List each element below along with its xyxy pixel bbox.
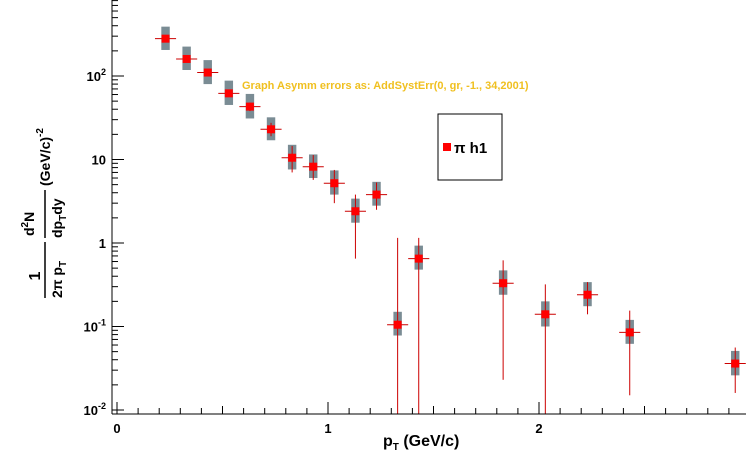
data-point: [583, 290, 592, 299]
data-point: [224, 89, 233, 98]
tick-labels: 0 1 2 10-2 10-1 1 10 102: [84, 67, 543, 436]
annotation-text: Graph Asymm errors as: AddSystErr(0, gr,…: [242, 80, 529, 92]
data-point: [414, 254, 423, 263]
x-tick-label: 0: [113, 421, 120, 436]
data-point: [309, 162, 318, 171]
svg-text:dpTdy: dpTdy: [49, 198, 69, 238]
ticks: [112, 0, 730, 414]
legend: π h1: [437, 113, 503, 181]
x-tick-label: 1: [324, 421, 331, 436]
data-point: [541, 310, 550, 319]
svg-text:2π pT: 2π pT: [49, 261, 69, 298]
statistical-error-bars: [154, 36, 746, 414]
data-point: [288, 153, 297, 162]
svg-text:1: 1: [27, 271, 44, 280]
x-axis-title: pT (GeV/c): [383, 433, 459, 453]
data-point: [372, 190, 381, 199]
systematic-error-boxes: [161, 26, 740, 376]
y-axis-title: 1 2π pT d2N dpTdy (GeV/c)-2: [20, 128, 69, 298]
data-point: [731, 359, 740, 368]
legend-label: π h1: [454, 140, 487, 157]
data-point: [267, 125, 276, 134]
svg-text:d2N: d2N: [20, 212, 37, 236]
data-point: [182, 54, 191, 63]
x-tick-label: 2: [535, 421, 542, 436]
data-markers: [161, 34, 740, 368]
y-tick-label: 10: [92, 153, 106, 168]
data-point: [351, 207, 360, 216]
data-point: [330, 179, 339, 188]
data-point: [393, 320, 402, 329]
y-tick-label: 10-1: [84, 318, 106, 335]
y-tick-label: 102: [87, 67, 106, 84]
y-tick-label: 10-2: [84, 401, 106, 418]
data-point: [161, 34, 170, 43]
data-point: [245, 102, 254, 111]
data-point: [203, 68, 212, 77]
y-tick-label: 1: [99, 236, 106, 251]
data-point: [625, 328, 634, 337]
svg-text:(GeV/c)-2: (GeV/c)-2: [35, 128, 53, 186]
legend-marker: [443, 143, 451, 151]
data-point: [499, 279, 508, 288]
